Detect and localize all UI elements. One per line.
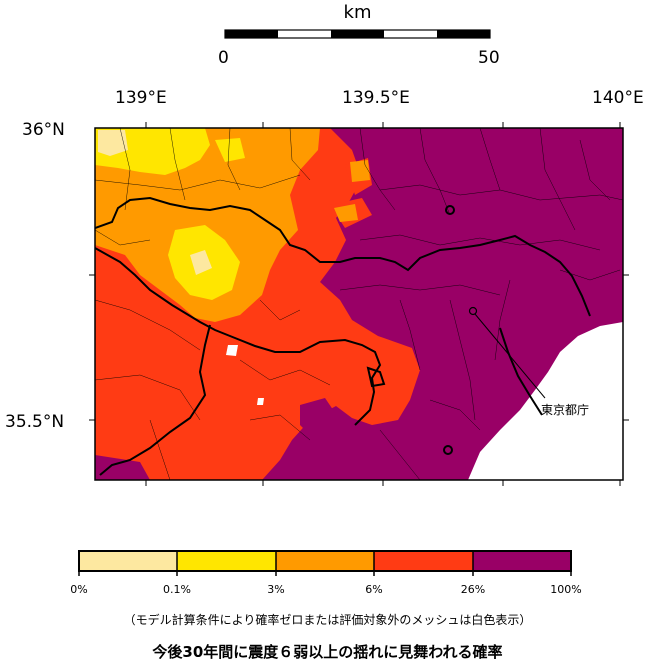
boundary-tokyo-kanagawa <box>95 247 382 426</box>
scale-bar-end: 50 <box>478 48 500 68</box>
boundary-kanagawa-west <box>99 324 211 476</box>
longitude-label-139-5: 139.5°E <box>342 88 410 108</box>
boundary-saitama-tokyo <box>95 196 591 317</box>
legend-tick-0: 0% <box>70 583 88 596</box>
legend-tick-3: 6% <box>365 583 383 596</box>
zone-mid <box>95 128 320 322</box>
tokyo-bay <box>468 322 623 480</box>
legend-note: （モデル計算条件により確率ゼロまたは評価対象外のメッシュは白色表示） <box>123 613 532 627</box>
legend-tick-5: 100% <box>550 583 582 596</box>
latitude-label-35-5: 35.5°N <box>5 412 65 432</box>
tokyo-govt-marker <box>468 306 546 399</box>
latitude-label-36: 36°N <box>22 120 65 140</box>
tokyo-govt-label: 東京都庁 <box>541 403 590 417</box>
boundary-coast <box>499 327 543 416</box>
scale-bar-start: 0 <box>218 48 229 68</box>
scale-bar-unit: km <box>343 2 372 23</box>
legend-tick-2: 3% <box>267 583 285 596</box>
map-caption: 今後30年間に震度６弱以上の揺れに見舞われる確率 <box>152 643 503 661</box>
longitude-label-139: 139°E <box>115 88 167 108</box>
longitude-label-140: 140°E <box>592 88 644 108</box>
legend-tick-4: 26% <box>460 583 486 596</box>
zone-lowest <box>98 130 128 156</box>
legend-tick-1: 0.1% <box>163 583 191 596</box>
